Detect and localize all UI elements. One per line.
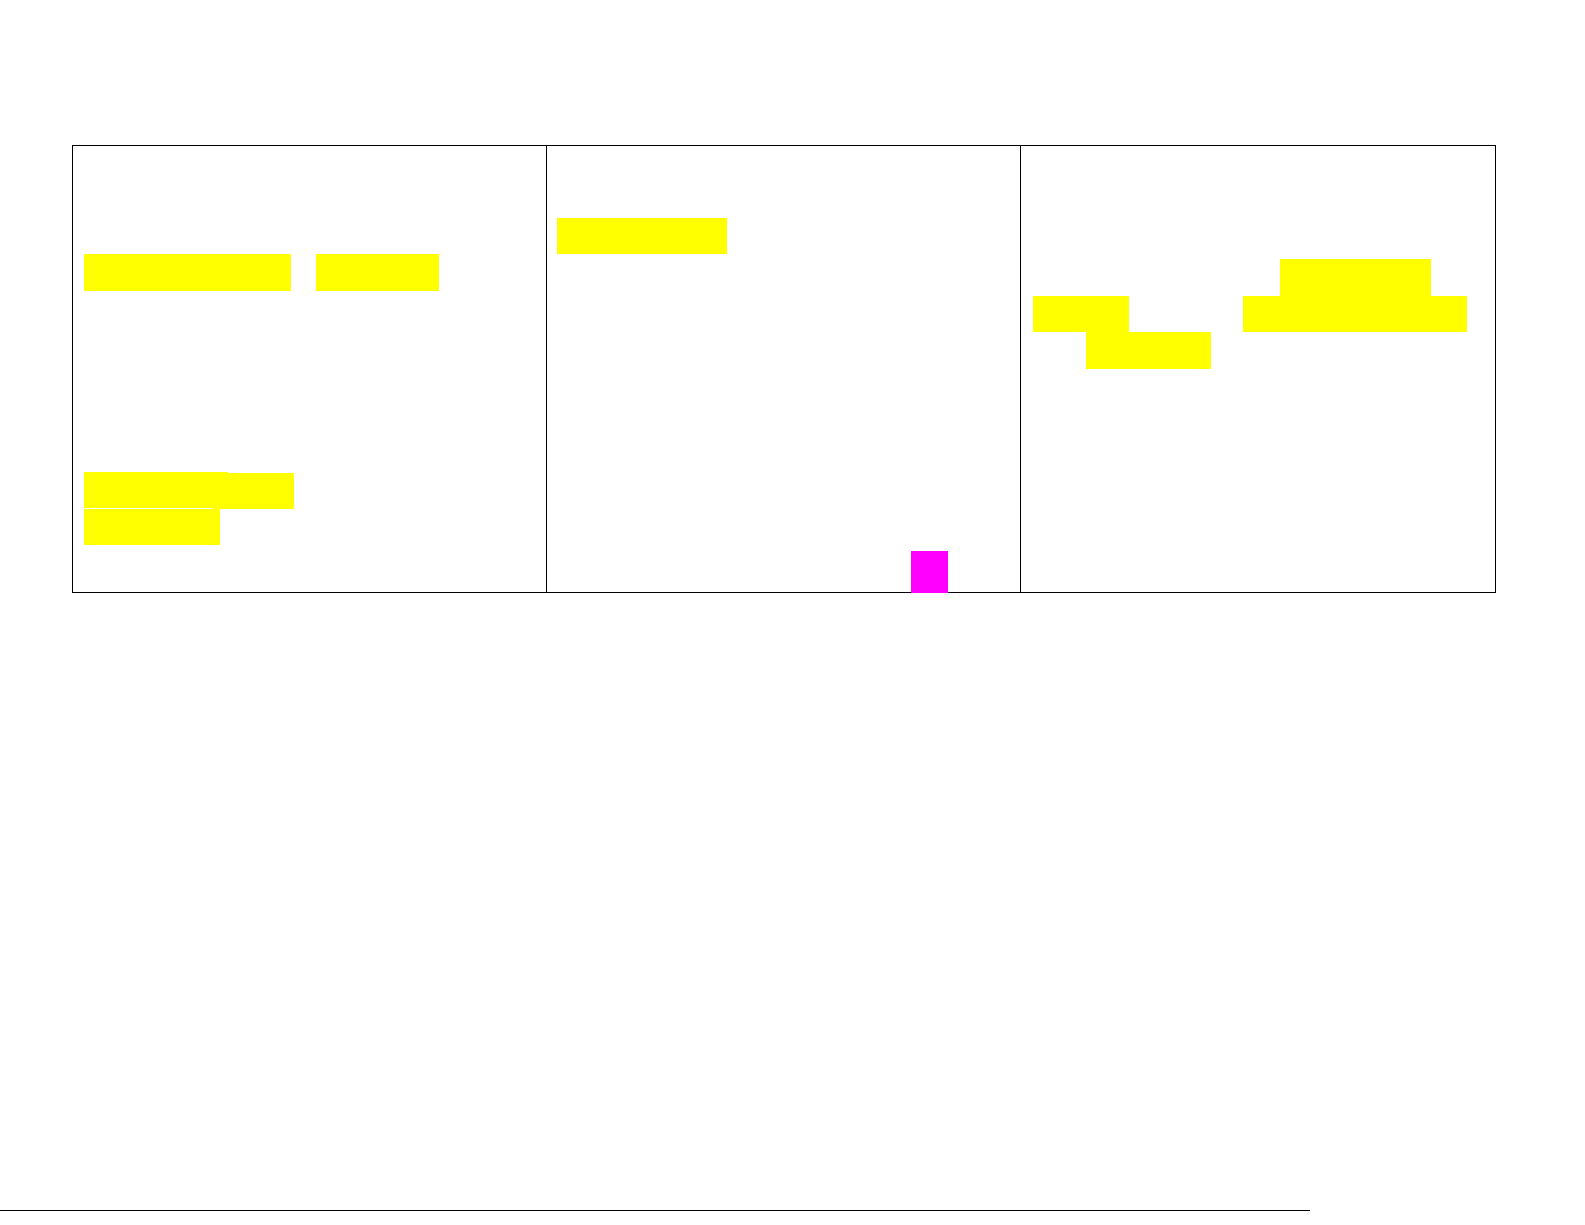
redaction-highlight <box>84 509 220 545</box>
column-divider <box>546 145 547 593</box>
redaction-highlight <box>557 218 727 254</box>
redaction-marker <box>911 551 948 593</box>
redaction-highlight <box>1243 296 1467 332</box>
column-divider <box>1020 145 1021 593</box>
redaction-highlight <box>1086 332 1211 369</box>
redaction-highlight <box>1033 296 1129 332</box>
redaction-highlight <box>316 254 439 291</box>
redaction-highlight <box>1280 259 1431 296</box>
redaction-highlight <box>213 473 294 509</box>
redaction-highlight <box>84 472 228 508</box>
redaction-highlight <box>84 254 291 291</box>
footer-rule <box>0 1210 1310 1211</box>
content-table <box>72 145 1496 593</box>
